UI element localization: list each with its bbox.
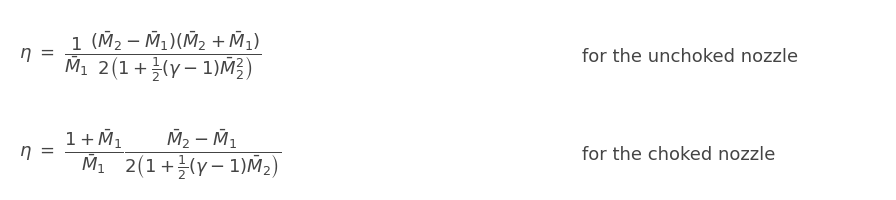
Text: for the choked nozzle: for the choked nozzle [582,146,775,164]
Text: for the unchoked nozzle: for the unchoked nozzle [582,48,798,66]
Text: $\eta \ = \ \dfrac{1}{\bar{M}_1} \dfrac{(\bar{M}_2 - \bar{M}_1)(\bar{M}_2 + \bar: $\eta \ = \ \dfrac{1}{\bar{M}_1} \dfrac{… [19,29,263,84]
Text: $\eta \ = \ \dfrac{1 + \bar{M}_1}{\bar{M}_1} \dfrac{\bar{M}_2 - \bar{M}_1}{2\lef: $\eta \ = \ \dfrac{1 + \bar{M}_1}{\bar{M… [19,128,281,182]
